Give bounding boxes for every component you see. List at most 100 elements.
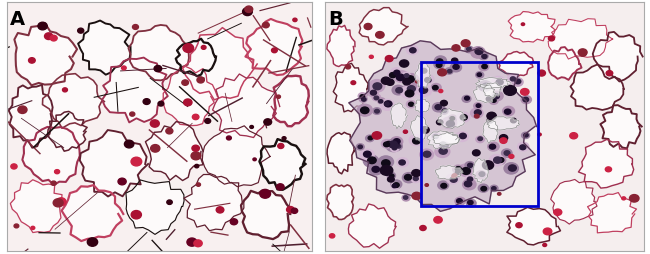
Circle shape (365, 136, 374, 142)
Circle shape (554, 209, 562, 215)
Circle shape (194, 240, 202, 247)
Circle shape (245, 7, 253, 13)
Circle shape (368, 137, 372, 140)
Circle shape (187, 238, 197, 246)
Circle shape (396, 88, 402, 93)
Circle shape (538, 134, 541, 136)
Circle shape (202, 46, 206, 50)
Circle shape (491, 92, 503, 101)
Circle shape (517, 143, 529, 151)
Circle shape (394, 144, 402, 150)
Circle shape (31, 226, 34, 230)
Circle shape (437, 120, 443, 125)
Polygon shape (184, 175, 244, 231)
Circle shape (358, 146, 363, 149)
Circle shape (432, 103, 444, 112)
Circle shape (456, 171, 461, 175)
Circle shape (458, 113, 469, 121)
Circle shape (391, 180, 402, 189)
Polygon shape (359, 9, 408, 46)
Circle shape (372, 167, 380, 172)
Circle shape (53, 199, 63, 207)
Circle shape (384, 140, 395, 149)
Polygon shape (62, 185, 124, 241)
Circle shape (405, 91, 414, 98)
Circle shape (523, 98, 528, 102)
Circle shape (361, 98, 366, 102)
Circle shape (467, 48, 471, 52)
Circle shape (510, 119, 516, 123)
Circle shape (151, 145, 160, 152)
Circle shape (478, 184, 489, 193)
Polygon shape (213, 75, 280, 138)
Circle shape (226, 136, 231, 140)
Circle shape (158, 102, 164, 107)
Polygon shape (129, 26, 190, 81)
Polygon shape (593, 33, 643, 82)
Circle shape (411, 176, 421, 183)
Circle shape (476, 104, 480, 108)
Circle shape (230, 219, 238, 225)
Circle shape (38, 23, 47, 31)
Circle shape (521, 133, 530, 139)
Circle shape (447, 121, 454, 128)
Circle shape (419, 88, 428, 94)
Circle shape (479, 172, 485, 177)
Bar (421, 62, 538, 207)
Circle shape (369, 80, 385, 93)
Polygon shape (483, 84, 501, 98)
Circle shape (447, 174, 459, 184)
Circle shape (389, 141, 397, 148)
Polygon shape (176, 40, 216, 77)
Polygon shape (435, 165, 463, 180)
Circle shape (402, 73, 410, 80)
Polygon shape (273, 76, 309, 127)
Circle shape (406, 101, 416, 108)
Circle shape (474, 103, 482, 110)
Circle shape (441, 184, 447, 188)
Circle shape (489, 155, 504, 166)
Circle shape (578, 50, 587, 57)
Circle shape (45, 34, 53, 40)
Polygon shape (327, 185, 354, 220)
Circle shape (345, 66, 350, 70)
Polygon shape (548, 48, 582, 81)
Circle shape (55, 170, 60, 174)
Polygon shape (8, 86, 53, 148)
Polygon shape (578, 140, 634, 188)
Circle shape (460, 134, 466, 139)
Circle shape (384, 142, 389, 147)
Circle shape (491, 187, 496, 190)
Circle shape (392, 184, 396, 188)
Circle shape (374, 97, 379, 100)
Circle shape (396, 145, 401, 149)
Circle shape (18, 107, 27, 114)
Circle shape (515, 80, 521, 84)
Circle shape (77, 29, 84, 34)
Circle shape (489, 145, 495, 150)
Circle shape (457, 113, 470, 123)
Circle shape (498, 158, 504, 163)
Circle shape (442, 143, 450, 149)
Polygon shape (508, 12, 555, 43)
Polygon shape (588, 193, 636, 233)
Polygon shape (22, 128, 80, 185)
Polygon shape (202, 126, 270, 187)
Circle shape (473, 150, 480, 156)
Circle shape (368, 157, 376, 164)
Circle shape (29, 58, 35, 64)
Circle shape (130, 113, 135, 117)
Circle shape (482, 65, 488, 69)
Circle shape (330, 234, 335, 238)
Circle shape (143, 99, 150, 105)
Circle shape (406, 46, 418, 55)
Circle shape (393, 183, 399, 188)
Circle shape (382, 78, 391, 85)
Polygon shape (163, 67, 218, 126)
Circle shape (465, 176, 474, 184)
Circle shape (445, 69, 453, 75)
Polygon shape (259, 139, 306, 190)
Circle shape (421, 127, 429, 134)
Circle shape (361, 108, 369, 114)
Circle shape (504, 86, 516, 96)
